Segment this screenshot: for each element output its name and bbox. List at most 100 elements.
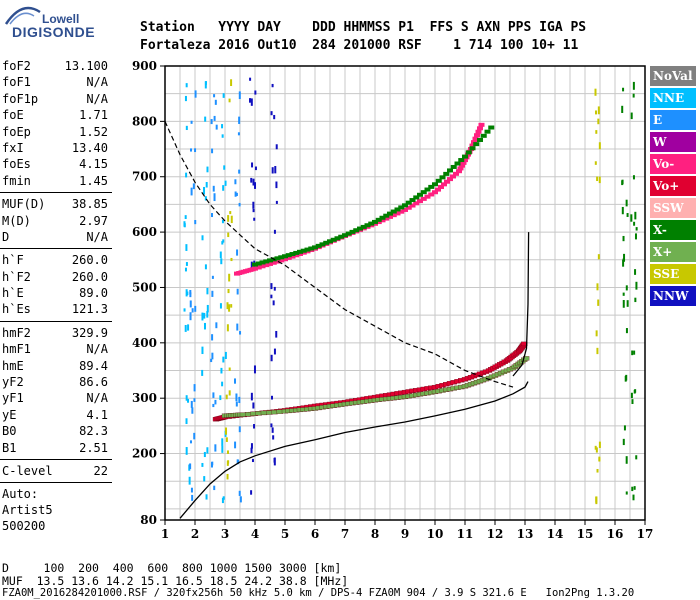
echo-point [387, 214, 393, 219]
param-row: M(D) 2.97 [0, 213, 112, 229]
param-row: fxI 13.40 [0, 140, 112, 156]
noise-echo [238, 91, 241, 100]
noise-echo [214, 99, 217, 105]
echo-point [453, 171, 459, 176]
noise-echo [203, 186, 206, 195]
noise-echo [249, 98, 252, 103]
noise-echo [634, 297, 637, 303]
noise-echo [189, 300, 192, 308]
noise-echo [185, 172, 188, 178]
noise-echo [190, 487, 193, 493]
noise-echo [211, 275, 214, 279]
legend-item-ssw: SSW [650, 198, 696, 218]
param-name: yF2 [2, 375, 24, 390]
noise-echo [215, 124, 218, 130]
noise-echo [634, 269, 637, 275]
noise-echo [219, 303, 222, 309]
param-value: 86.6 [79, 375, 108, 390]
param-value: 260.0 [71, 253, 108, 268]
echo-point [469, 146, 476, 151]
noise-echo [205, 182, 208, 188]
echo-point [278, 258, 285, 263]
noise-echo [622, 300, 625, 308]
param-row: fmin 1.45 [0, 173, 112, 189]
noise-echo [227, 460, 230, 464]
y-tick-label: 800 [132, 114, 157, 128]
noise-echo [191, 308, 194, 313]
echo-point [424, 194, 431, 199]
echo-point [477, 126, 483, 131]
echo-point [360, 224, 367, 229]
noise-echo [598, 441, 601, 448]
param-value: 121.3 [71, 302, 108, 317]
noise-echo [194, 90, 197, 98]
x-tick-label: 10 [427, 527, 444, 541]
echo-point [435, 178, 442, 183]
noise-echo [597, 118, 600, 125]
noise-echo [270, 423, 273, 428]
param-value: N/A [86, 75, 108, 90]
echo-point [357, 226, 363, 231]
echo-point [293, 250, 300, 255]
y-tick-label: 400 [132, 336, 157, 350]
param-row: foEs 4.15 [0, 156, 112, 172]
legend-item-vo-: Vo+ [650, 176, 696, 196]
echo-point [263, 259, 270, 264]
echo-point [312, 245, 318, 250]
noise-echo [193, 432, 196, 440]
electron-density-profile [179, 381, 529, 519]
noise-echo [227, 232, 230, 238]
echo-point [454, 161, 461, 166]
noise-echo [211, 213, 214, 218]
echo-point [417, 192, 423, 197]
echo-point [259, 264, 266, 269]
noise-echo [204, 81, 207, 89]
noise-echo [194, 220, 197, 225]
echo-point [444, 179, 450, 184]
noise-echo [206, 447, 209, 454]
noise-echo [273, 457, 276, 466]
noise-echo [190, 120, 193, 124]
noise-echo [184, 95, 187, 102]
echo-point [263, 263, 270, 268]
noise-echo [596, 347, 599, 355]
echo-point [285, 255, 292, 260]
param-row: yE 4.1 [0, 407, 112, 423]
echo-point [293, 253, 300, 258]
autoscaling-line3: 500200 [2, 519, 46, 534]
param-row: h`E 89.0 [0, 285, 112, 301]
echo-point [270, 260, 277, 265]
noise-echo [625, 285, 628, 291]
noise-echo [275, 200, 278, 204]
noise-echo [595, 496, 598, 505]
param-name: h`F [2, 253, 24, 268]
noise-echo [221, 124, 224, 129]
param-value: 4.15 [79, 157, 108, 172]
echo-point [267, 258, 273, 263]
noise-echo [193, 398, 196, 402]
noise-echo [622, 87, 625, 92]
noise-echo [634, 211, 637, 220]
noise-echo [239, 496, 242, 503]
noise-echo [212, 403, 215, 408]
noise-echo [225, 427, 228, 435]
y-tick-label: 500 [132, 280, 157, 294]
noise-echo [229, 211, 232, 215]
noise-echo [185, 244, 188, 251]
y-tick-label: 900 [132, 59, 157, 73]
noise-echo [630, 214, 633, 222]
param-value: 38.85 [71, 197, 108, 212]
noise-echo [630, 392, 633, 399]
param-row: B1 2.51 [0, 440, 112, 456]
param-separator [0, 482, 112, 484]
param-row: foF1 N/A [0, 74, 112, 90]
noise-echo [226, 473, 229, 480]
noise-echo [270, 111, 273, 116]
noise-echo [235, 401, 238, 407]
noise-echo [237, 459, 240, 464]
param-row: foE 1.71 [0, 107, 112, 123]
noise-echo [203, 451, 206, 458]
noise-echo [622, 235, 625, 242]
noise-echo [633, 486, 636, 490]
x-tick-label: 5 [281, 527, 289, 541]
